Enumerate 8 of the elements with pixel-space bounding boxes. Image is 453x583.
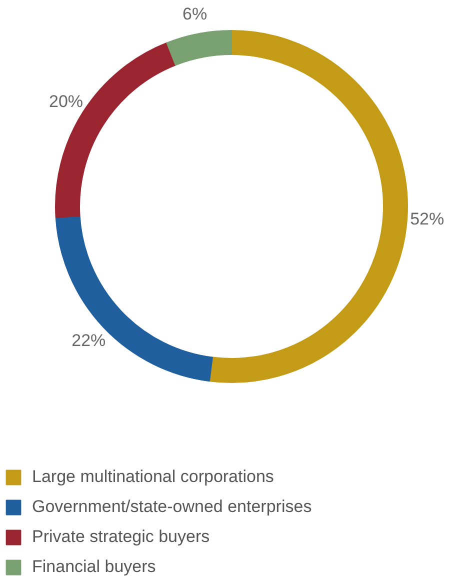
legend-label: Large multinational corporations: [32, 467, 274, 487]
legend-label: Financial buyers: [32, 557, 156, 577]
legend-label: Government/state-owned enterprises: [32, 497, 312, 517]
data-label: 22%: [72, 331, 106, 350]
data-label: 6%: [182, 4, 208, 24]
data-label: 20%: [49, 92, 84, 111]
legend-label: Private strategic buyers: [32, 527, 210, 547]
data-label: 52%: [410, 209, 444, 228]
